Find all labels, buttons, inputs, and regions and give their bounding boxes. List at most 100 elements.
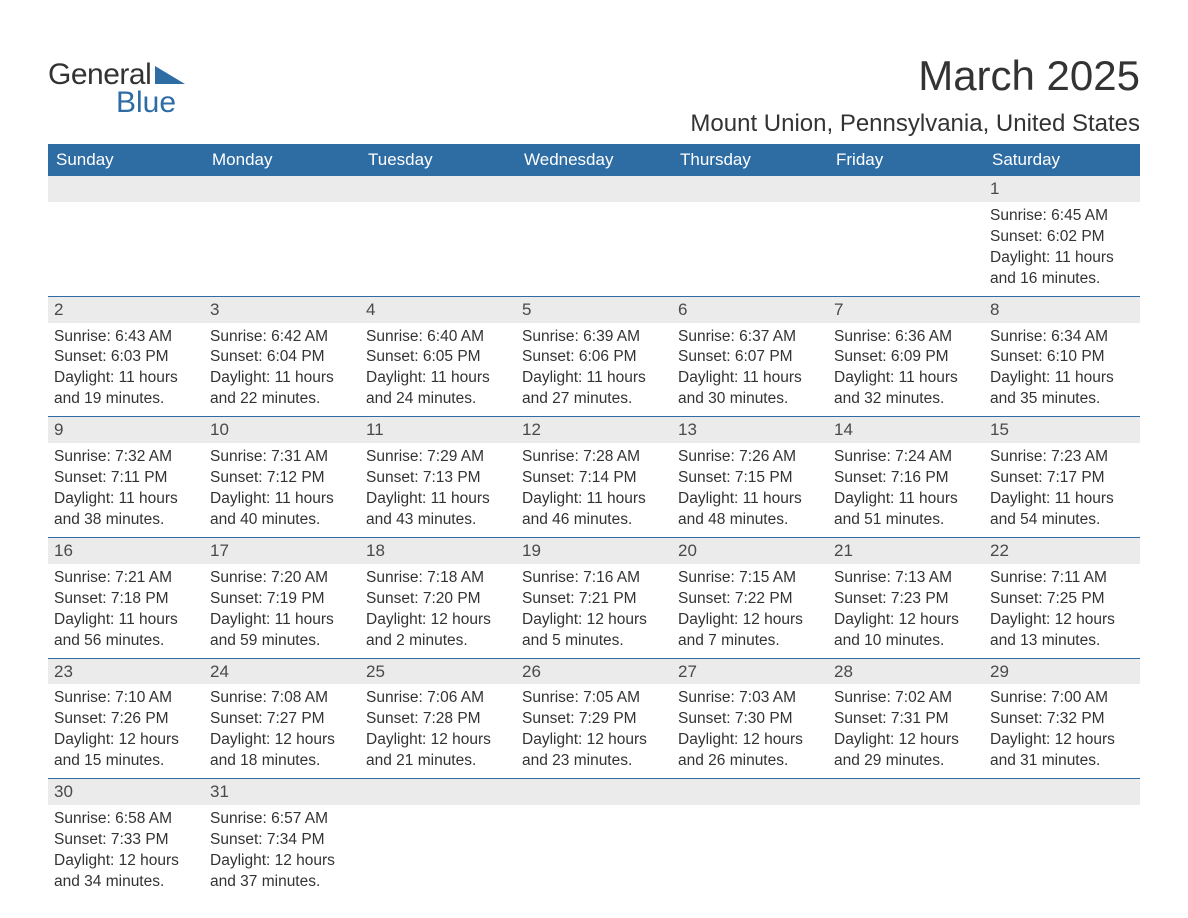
day-cell-body: Sunrise: 7:31 AMSunset: 7:12 PMDaylight:…	[204, 443, 360, 537]
sunrise-text: Sunrise: 6:58 AM	[54, 809, 198, 830]
week-body-row: Sunrise: 6:43 AMSunset: 6:03 PM Daylight:…	[48, 323, 1140, 417]
day-cell-bar: 21	[828, 537, 984, 564]
day-of-week-header: Monday	[204, 144, 360, 176]
week-body-row: Sunrise: 7:10 AMSunset: 7:26 PMDaylight:…	[48, 684, 1140, 778]
day-number: 19	[516, 537, 672, 564]
sunset-text: Sunset: 7:32 PM	[990, 709, 1134, 730]
day-cell-body: Sunrise: 6:58 AMSunset: 7:33 PMDaylight:…	[48, 805, 204, 899]
day-cell-bar: 30	[48, 778, 204, 805]
day-number: 28	[828, 658, 984, 685]
day-number: 1	[984, 176, 1140, 202]
day-cell-bar	[984, 778, 1140, 805]
day-of-week-header: Friday	[828, 144, 984, 176]
location-subtitle: Mount Union, Pennsylvania, United States	[690, 110, 1140, 138]
day-cell-bar: 26	[516, 658, 672, 685]
sunset-text: Sunset: 7:18 PM	[54, 589, 198, 610]
daylight-line2: and 46 minutes.	[522, 510, 666, 531]
day-cell-body: Sunrise: 6:43 AMSunset: 6:03 PMDaylight:…	[48, 323, 204, 417]
sunrise-text: Sunrise: 6:37 AM	[678, 327, 822, 348]
day-number	[672, 778, 828, 805]
sunrise-text: Sunrise: 7:18 AM	[366, 568, 510, 589]
daylight-line2: and 37 minutes.	[210, 872, 354, 893]
daylight-line2: and 56 minutes.	[54, 631, 198, 652]
day-number: 10	[204, 416, 360, 443]
day-details: Sunrise: 7:32 AMSunset: 7:11 PMDaylight:…	[48, 443, 204, 537]
sunrise-text: Sunrise: 6:34 AM	[990, 327, 1134, 348]
day-cell-body: Sunrise: 7:29 AMSunset: 7:13 PMDaylight:…	[360, 443, 516, 537]
sunrise-text: Sunrise: 7:00 AM	[990, 688, 1134, 709]
day-cell-body	[828, 805, 984, 899]
day-cell-bar	[204, 176, 360, 202]
day-number: 15	[984, 416, 1140, 443]
daylight-line2: and 51 minutes.	[834, 510, 978, 531]
sunset-text: Sunset: 7:33 PM	[54, 830, 198, 851]
day-cell-body	[984, 805, 1140, 899]
day-details: Sunrise: 7:24 AMSunset: 7:16 PMDaylight:…	[828, 443, 984, 537]
day-number: 22	[984, 537, 1140, 564]
day-cell-body: Sunrise: 7:21 AMSunset: 7:18 PMDaylight:…	[48, 564, 204, 658]
day-cell-body: Sunrise: 7:16 AMSunset: 7:21 PMDaylight:…	[516, 564, 672, 658]
day-cell-body: Sunrise: 7:26 AMSunset: 7:15 PMDaylight:…	[672, 443, 828, 537]
sunset-text: Sunset: 6:02 PM	[990, 227, 1134, 248]
daylight-line1: Daylight: 12 hours	[522, 730, 666, 751]
sunset-text: Sunset: 6:04 PM	[210, 347, 354, 368]
calendar-thead: SundayMondayTuesdayWednesdayThursdayFrid…	[48, 144, 1140, 176]
month-title: March 2025	[690, 52, 1140, 100]
day-cell-body: Sunrise: 7:05 AMSunset: 7:29 PMDaylight:…	[516, 684, 672, 778]
daylight-line1: Daylight: 12 hours	[366, 730, 510, 751]
day-details	[672, 202, 828, 288]
sunrise-text: Sunrise: 6:45 AM	[990, 206, 1134, 227]
day-details: Sunrise: 6:58 AMSunset: 7:33 PMDaylight:…	[48, 805, 204, 899]
day-details: Sunrise: 7:20 AMSunset: 7:19 PMDaylight:…	[204, 564, 360, 658]
daylight-line1: Daylight: 11 hours	[834, 368, 978, 389]
day-cell-bar: 20	[672, 537, 828, 564]
day-number	[204, 176, 360, 202]
day-cell-body: Sunrise: 6:40 AMSunset: 6:05 PMDaylight:…	[360, 323, 516, 417]
sunset-text: Sunset: 7:17 PM	[990, 468, 1134, 489]
daylight-line2: and 30 minutes.	[678, 389, 822, 410]
day-details	[360, 805, 516, 836]
day-cell-body: Sunrise: 6:57 AMSunset: 7:34 PMDaylight:…	[204, 805, 360, 899]
daylight-line1: Daylight: 11 hours	[834, 489, 978, 510]
day-cell-body: Sunrise: 6:45 AMSunset: 6:02 PMDaylight:…	[984, 202, 1140, 296]
sunrise-text: Sunrise: 7:31 AM	[210, 447, 354, 468]
day-number	[516, 176, 672, 202]
sunrise-text: Sunrise: 7:10 AM	[54, 688, 198, 709]
sunrise-text: Sunrise: 7:32 AM	[54, 447, 198, 468]
day-number	[516, 778, 672, 805]
daylight-line2: and 40 minutes.	[210, 510, 354, 531]
sunset-text: Sunset: 6:03 PM	[54, 347, 198, 368]
daylight-line1: Daylight: 11 hours	[522, 489, 666, 510]
sunrise-text: Sunrise: 7:06 AM	[366, 688, 510, 709]
day-cell-bar: 24	[204, 658, 360, 685]
day-of-week-header: Saturday	[984, 144, 1140, 176]
day-cell-bar	[48, 176, 204, 202]
day-details	[828, 202, 984, 288]
day-details: Sunrise: 7:13 AMSunset: 7:23 PMDaylight:…	[828, 564, 984, 658]
week-body-row: Sunrise: 7:32 AMSunset: 7:11 PMDaylight:…	[48, 443, 1140, 537]
day-cell-bar: 18	[360, 537, 516, 564]
day-number: 13	[672, 416, 828, 443]
day-number: 8	[984, 296, 1140, 323]
daylight-line1: Daylight: 11 hours	[210, 489, 354, 510]
day-cell-bar: 28	[828, 658, 984, 685]
day-cell-body: Sunrise: 7:24 AMSunset: 7:16 PMDaylight:…	[828, 443, 984, 537]
daylight-line1: Daylight: 11 hours	[678, 368, 822, 389]
daylight-line2: and 29 minutes.	[834, 751, 978, 772]
daylight-line1: Daylight: 12 hours	[210, 851, 354, 872]
sunrise-text: Sunrise: 6:43 AM	[54, 327, 198, 348]
day-of-week-header: Thursday	[672, 144, 828, 176]
week-body-row: Sunrise: 6:58 AMSunset: 7:33 PM Daylight:…	[48, 805, 1140, 899]
sunset-text: Sunset: 7:27 PM	[210, 709, 354, 730]
day-cell-bar: 17	[204, 537, 360, 564]
daylight-line1: Daylight: 12 hours	[834, 610, 978, 631]
day-details: Sunrise: 7:05 AMSunset: 7:29 PMDaylight:…	[516, 684, 672, 778]
sunrise-text: Sunrise: 7:02 AM	[834, 688, 978, 709]
day-details	[672, 805, 828, 836]
sunrise-text: Sunrise: 7:29 AM	[366, 447, 510, 468]
daylight-line1: Daylight: 12 hours	[834, 730, 978, 751]
day-number: 26	[516, 658, 672, 685]
day-cell-body: Sunrise: 7:06 AMSunset: 7:28 PMDaylight:…	[360, 684, 516, 778]
daylight-line2: and 5 minutes.	[522, 631, 666, 652]
day-cell-bar: 22	[984, 537, 1140, 564]
